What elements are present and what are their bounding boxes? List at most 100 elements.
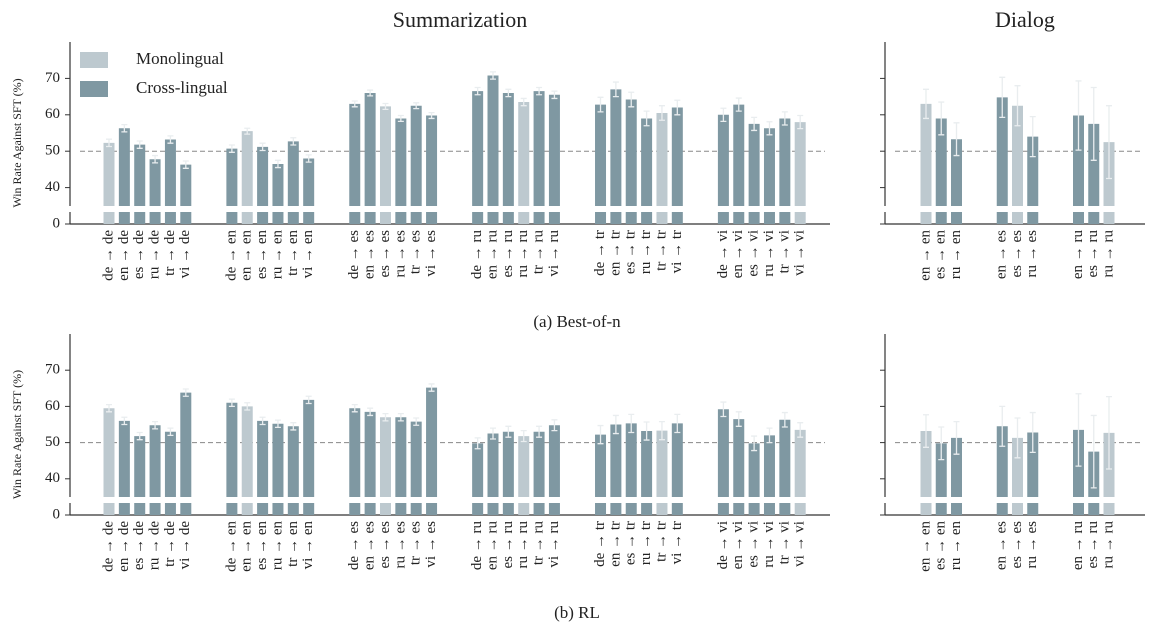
error-bar xyxy=(1090,86,1097,161)
error-bar xyxy=(1029,411,1036,454)
error-bar xyxy=(397,412,404,422)
x-tick-label: tr → vi xyxy=(776,521,792,564)
error-bar xyxy=(766,427,773,444)
bar xyxy=(951,139,962,224)
error-bar xyxy=(628,91,635,108)
error-bar xyxy=(751,435,758,452)
error-bar xyxy=(1106,395,1112,470)
bar xyxy=(272,423,284,515)
x-tick-label: ru → ru xyxy=(1100,521,1116,569)
bar xyxy=(164,139,176,224)
bar xyxy=(717,409,729,515)
bar xyxy=(103,142,115,224)
bar xyxy=(748,123,760,224)
error-bar xyxy=(781,411,788,428)
bar xyxy=(935,443,947,515)
bar xyxy=(149,159,161,224)
error-bar xyxy=(244,127,251,135)
x-tick-label: vi → en xyxy=(300,521,316,570)
x-tick-label: en → en xyxy=(239,521,255,572)
bar xyxy=(518,436,530,515)
error-bar xyxy=(259,142,266,152)
x-tick-label: en → en xyxy=(239,230,255,281)
error-bar xyxy=(182,388,189,397)
x-tick-label: vi → de xyxy=(177,230,193,279)
bar xyxy=(226,148,238,224)
error-bar xyxy=(474,437,481,450)
caption: (a) Best-of-n xyxy=(533,312,621,331)
error-bar xyxy=(658,105,665,121)
error-bar xyxy=(382,412,389,422)
bar xyxy=(1103,432,1115,515)
bar xyxy=(349,408,361,515)
bar xyxy=(426,115,438,224)
x-tick-label: vi → tr xyxy=(669,230,685,273)
x-tick-label: vi → vi xyxy=(792,230,808,276)
error-bar xyxy=(674,99,681,116)
bar xyxy=(920,103,932,224)
bar xyxy=(794,122,806,224)
x-tick-label: vi → en xyxy=(300,230,316,279)
x-tick-label: en → ru xyxy=(1070,521,1086,571)
bar xyxy=(134,436,146,515)
bar xyxy=(487,75,499,224)
x-tick-label: en → de xyxy=(116,521,132,572)
bar xyxy=(379,106,391,224)
x-tick-label: ru → es xyxy=(1024,521,1040,569)
x-tick-label: vi → vi xyxy=(792,521,808,567)
bar xyxy=(272,163,284,224)
x-tick-label: tr → tr xyxy=(653,521,669,562)
bar xyxy=(748,443,760,515)
bar xyxy=(794,429,806,515)
error-bar xyxy=(382,102,389,110)
error-bar xyxy=(505,88,512,98)
error-bar xyxy=(536,425,543,438)
x-tick-label: es → en xyxy=(933,521,949,571)
bar xyxy=(118,420,130,515)
x-tick-label: en → de xyxy=(116,230,132,281)
error-bar xyxy=(152,154,159,164)
x-tick-label: es → es xyxy=(377,230,393,278)
bar xyxy=(149,425,161,515)
bar xyxy=(533,91,545,224)
bar xyxy=(241,406,253,515)
x-tick-label: de → tr xyxy=(592,521,608,567)
x-tick-label: ru → es xyxy=(392,230,408,278)
x-tick-label: en → es xyxy=(362,230,378,279)
bar xyxy=(410,421,422,515)
panel-title: Dialog xyxy=(995,7,1055,32)
x-tick-label: es → es xyxy=(1009,521,1025,569)
error-bar xyxy=(167,135,174,144)
error-bar xyxy=(551,90,558,100)
x-tick-label: en → ru xyxy=(484,230,500,280)
error-bar xyxy=(520,97,527,107)
error-bar xyxy=(305,395,312,405)
bar xyxy=(656,430,668,515)
error-bar xyxy=(643,421,650,441)
bar xyxy=(610,424,622,515)
x-tick-label: es → ru xyxy=(1085,521,1101,569)
y-axis-label: Win Rate Against SFT (%) xyxy=(10,78,24,207)
x-tick-label: ru → es xyxy=(1024,230,1040,278)
error-bar xyxy=(397,114,404,123)
x-tick-label: ru → de xyxy=(147,521,163,570)
x-tick-label: es → en xyxy=(254,521,270,571)
error-bar xyxy=(1106,105,1112,180)
bar xyxy=(103,408,115,515)
error-bar xyxy=(367,407,374,417)
x-tick-label: de → ru xyxy=(469,230,485,280)
x-tick-label: de → vi xyxy=(715,521,731,569)
x-tick-label: tr → ru xyxy=(531,230,547,275)
bar xyxy=(287,426,299,515)
error-bar xyxy=(597,96,604,113)
bar xyxy=(779,419,791,515)
y-tick-label: 60 xyxy=(45,106,60,122)
y-tick-label: 60 xyxy=(45,398,60,414)
bar xyxy=(1027,432,1039,515)
bar xyxy=(1073,115,1084,224)
x-tick-label: en → en xyxy=(917,230,933,281)
error-bar xyxy=(121,123,128,133)
x-tick-label: es → tr xyxy=(623,230,639,274)
error-bar xyxy=(259,416,266,426)
bar xyxy=(610,89,622,224)
